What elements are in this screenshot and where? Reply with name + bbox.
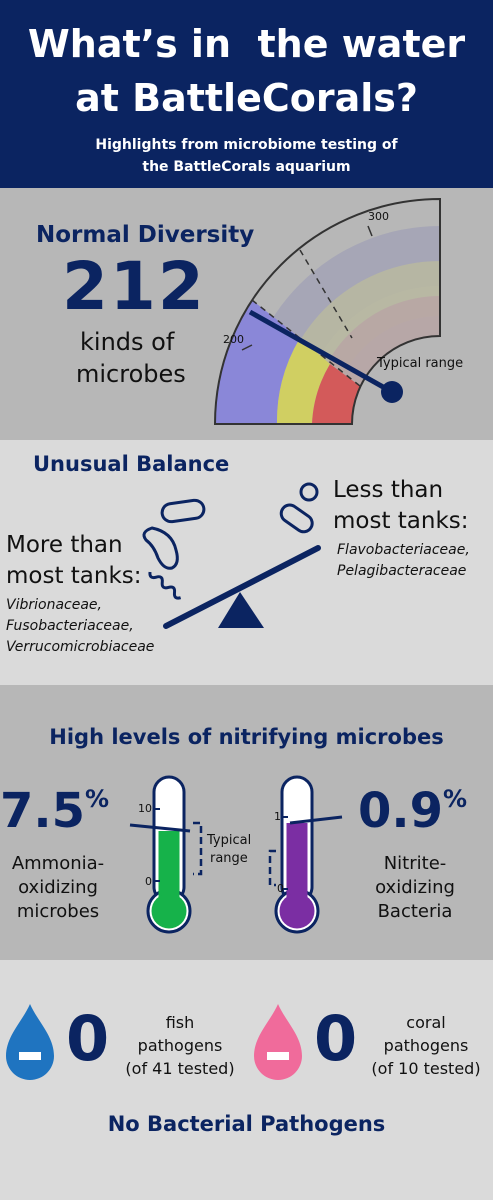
- bacterium-rod-icon: [160, 498, 206, 524]
- nitrifying-section: High levels of nitrifying microbes 7.5% …: [0, 685, 493, 960]
- ammonia-value-unit: %: [85, 785, 110, 813]
- fish-label-2: pathogens: [137, 1036, 223, 1055]
- diversity-caption-1: kinds of: [80, 328, 175, 356]
- nitrite-level-line: [289, 815, 343, 825]
- more-taxon-1: Vibrionaceae,: [6, 597, 102, 613]
- ammonia-value-number: 7.5: [0, 783, 86, 839]
- gauge-needle: [248, 309, 394, 395]
- ammonia-thermometer-fill: [158, 831, 180, 913]
- typical-range-line-1: Typical: [207, 833, 252, 848]
- coral-pathogen-count: 0: [314, 1002, 358, 1075]
- subtitle-line-2: the BattleCorals aquarium: [142, 159, 351, 175]
- gauge-tick-200: [241, 344, 253, 351]
- less-taxon-1: Flavobacteriaceae,: [337, 542, 470, 558]
- ammonia-label-2: oxidizing: [18, 877, 98, 898]
- less-than-line-2: most tanks:: [333, 508, 469, 534]
- gauge-tick-300: [367, 225, 373, 237]
- header-banner: What’s in the water at BattleCorals? Hig…: [0, 0, 493, 188]
- typical-range-line-2: range: [210, 851, 248, 866]
- pathogens-footer: No Bacterial Pathogens: [107, 1112, 386, 1136]
- ammonia-label-1: Ammonia-: [11, 853, 105, 874]
- fish-minus-icon: [19, 1052, 41, 1060]
- less-taxon-2: Pelagibacteraceae: [337, 563, 467, 579]
- more-taxon-2: Fusobacteriaceae,: [6, 618, 134, 634]
- typical-range-label: Typical range: [377, 356, 464, 371]
- nitrifying-heading: High levels of nitrifying microbes: [49, 725, 444, 749]
- gauge-label-200: 200: [223, 333, 244, 346]
- thermometers: [129, 775, 343, 934]
- fish-drop-icon: [6, 1004, 54, 1080]
- fish-label-3: (of 41 tested): [125, 1059, 235, 1078]
- pathogens-section: 0 fish pathogens (of 41 tested) 0 coral …: [0, 960, 493, 1200]
- less-than-line-1: Less than: [333, 477, 444, 503]
- diversity-heading: Normal Diversity: [36, 222, 255, 248]
- fish-label-1: fish: [165, 1013, 195, 1032]
- nitrite-label-2: oxidizing: [375, 877, 455, 898]
- ammonia-label-3: microbes: [16, 901, 100, 922]
- bacterium-rod-icon-2: [279, 503, 314, 534]
- balance-heading: Unusual Balance: [33, 452, 230, 476]
- nitrite-label-1: Nitrite-: [383, 853, 447, 874]
- nitrite-label-3: Bacteria: [377, 901, 453, 922]
- nitrite-thermometer-fill: [286, 823, 308, 913]
- nitrite-thermometer-bulb: [279, 893, 315, 929]
- coral-label-3: (of 10 tested): [371, 1059, 481, 1078]
- gauge-needle-hub: [381, 381, 403, 403]
- coral-minus-icon: [267, 1052, 289, 1060]
- nitrite-value: 0.9%: [358, 783, 467, 839]
- coral-drop-icon: [254, 1004, 302, 1080]
- gauge-typical-yellow: [276, 338, 330, 424]
- coral-label-2: pathogens: [383, 1036, 469, 1055]
- ammonia-value: 7.5%: [0, 783, 109, 839]
- bacterium-coccus-icon: [299, 482, 319, 502]
- coral-label-1: coral: [406, 1013, 446, 1032]
- ammonia-scale-top: 10: [138, 802, 152, 815]
- gauge-outline: [213, 197, 441, 425]
- nitrite-value-number: 0.9: [358, 783, 444, 839]
- balance-section: Unusual Balance More than most tanks: Vi…: [0, 440, 493, 685]
- title-line-2: at BattleCorals?: [75, 76, 418, 120]
- ammonia-level-line: [129, 823, 191, 833]
- diversity-section: Normal Diversity 212 kinds of microbes 2…: [0, 188, 493, 440]
- subtitle-line-1: Highlights from microbiome testing of: [95, 137, 398, 153]
- more-taxon-3: Verrucomicrobiaceae: [6, 639, 155, 655]
- ammonia-range-bracket: [193, 821, 203, 876]
- diversity-count: 212: [62, 248, 206, 325]
- gauge-typical-red: [312, 364, 360, 424]
- nitrite-scale-top: 1: [274, 810, 281, 823]
- nitrite-scale-bottom: 0: [277, 882, 284, 895]
- diversity-caption-2: microbes: [76, 360, 186, 388]
- bacterium-spiral-icon: [148, 571, 182, 600]
- bacterium-curved-icon: [142, 526, 179, 570]
- seesaw-fulcrum: [218, 592, 264, 628]
- seesaw-beam: [163, 545, 321, 629]
- more-than-line-2: most tanks:: [6, 563, 142, 589]
- gauge-label-300: 300: [368, 210, 389, 223]
- more-than-line-1: More than: [6, 532, 123, 558]
- ammonia-thermometer-bulb: [151, 893, 187, 929]
- pathogen-drops: [6, 1004, 302, 1080]
- nitrite-value-unit: %: [443, 785, 468, 813]
- title-line-1: What’s in the water: [27, 22, 466, 66]
- balance-illustration: [142, 482, 321, 629]
- fish-pathogen-count: 0: [66, 1002, 110, 1075]
- diversity-gauge: [213, 197, 441, 425]
- nitrite-range-bracket: [268, 849, 276, 887]
- ammonia-scale-bottom: 0: [145, 875, 152, 888]
